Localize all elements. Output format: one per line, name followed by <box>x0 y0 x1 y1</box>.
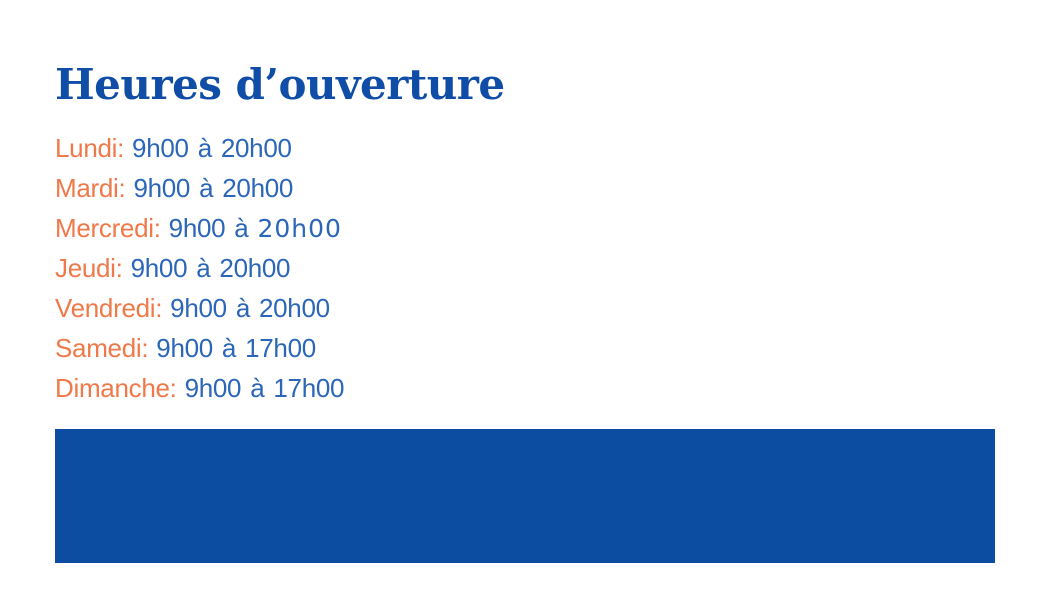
hours-value: 9h00 à 20h00 <box>132 133 292 163</box>
hours-close: 20h00 <box>257 214 342 243</box>
hours-close: 20h00 <box>258 293 330 323</box>
hours-close: 20h00 <box>222 173 294 203</box>
hours-conjunction: à <box>197 133 212 163</box>
hours-conjunction: à <box>235 293 250 323</box>
hours-open: 9h00 <box>132 133 189 163</box>
day-label: Jeudi: <box>55 253 123 283</box>
schedule-row: Mardi: 9h00 à 20h00 <box>55 168 344 208</box>
hours-open: 9h00 <box>170 293 227 323</box>
hours-close: 20h00 <box>220 133 292 163</box>
day-label: Mercredi: <box>55 213 161 243</box>
schedule-row: Jeudi: 9h00 à 20h00 <box>55 248 344 288</box>
footer-banner <box>55 429 995 563</box>
schedule-row: Mercredi: 9h00 à 20h00 <box>55 208 344 248</box>
hours-open: 9h00 <box>168 213 226 243</box>
hours-open: 9h00 <box>184 373 242 403</box>
hours-conjunction: à <box>250 373 265 403</box>
hours-value: 9h00 à 20h00 <box>131 253 291 283</box>
page-title: Heures d’ouverture <box>55 60 505 109</box>
hours-open: 9h00 <box>130 253 188 283</box>
hours-conjunction: à <box>196 253 211 283</box>
hours-open: 9h00 <box>133 173 191 203</box>
hours-open: 9h00 <box>156 333 213 363</box>
hours-value: 9h00 à 17h00 <box>185 373 345 403</box>
hours-value: 9h00 à 20h00 <box>170 293 330 323</box>
day-label: Lundi: <box>55 133 125 163</box>
hours-conjunction: à <box>234 213 249 243</box>
hours-value: 9h00 à 17h00 <box>156 333 316 363</box>
schedule-row: Vendredi: 9h00 à 20h00 <box>55 288 344 328</box>
day-label: Vendredi: <box>55 293 163 323</box>
hours-conjunction: à <box>199 173 214 203</box>
hours-value: 9h00 à 20h00 <box>133 173 293 203</box>
hours-close: 17h00 <box>273 373 345 403</box>
hours-value: 9h00 à 20h00 <box>169 213 342 243</box>
day-label: Dimanche: <box>55 373 177 403</box>
hours-close: 17h00 <box>245 333 316 363</box>
schedule-row: Samedi: 9h00 à 17h00 <box>55 328 344 368</box>
schedule-row: Dimanche: 9h00 à 17h00 <box>55 368 345 408</box>
hours-conjunction: à <box>221 333 237 363</box>
day-label: Mardi: <box>55 173 126 203</box>
hours-close: 20h00 <box>219 253 291 283</box>
schedule-row: Lundi: 9h00 à 20h00 <box>55 128 344 168</box>
schedule-list: Lundi: 9h00 à 20h00 Mardi: 9h00 à 20h00 Mercre… <box>55 128 345 408</box>
day-label: Samedi: <box>55 333 149 363</box>
